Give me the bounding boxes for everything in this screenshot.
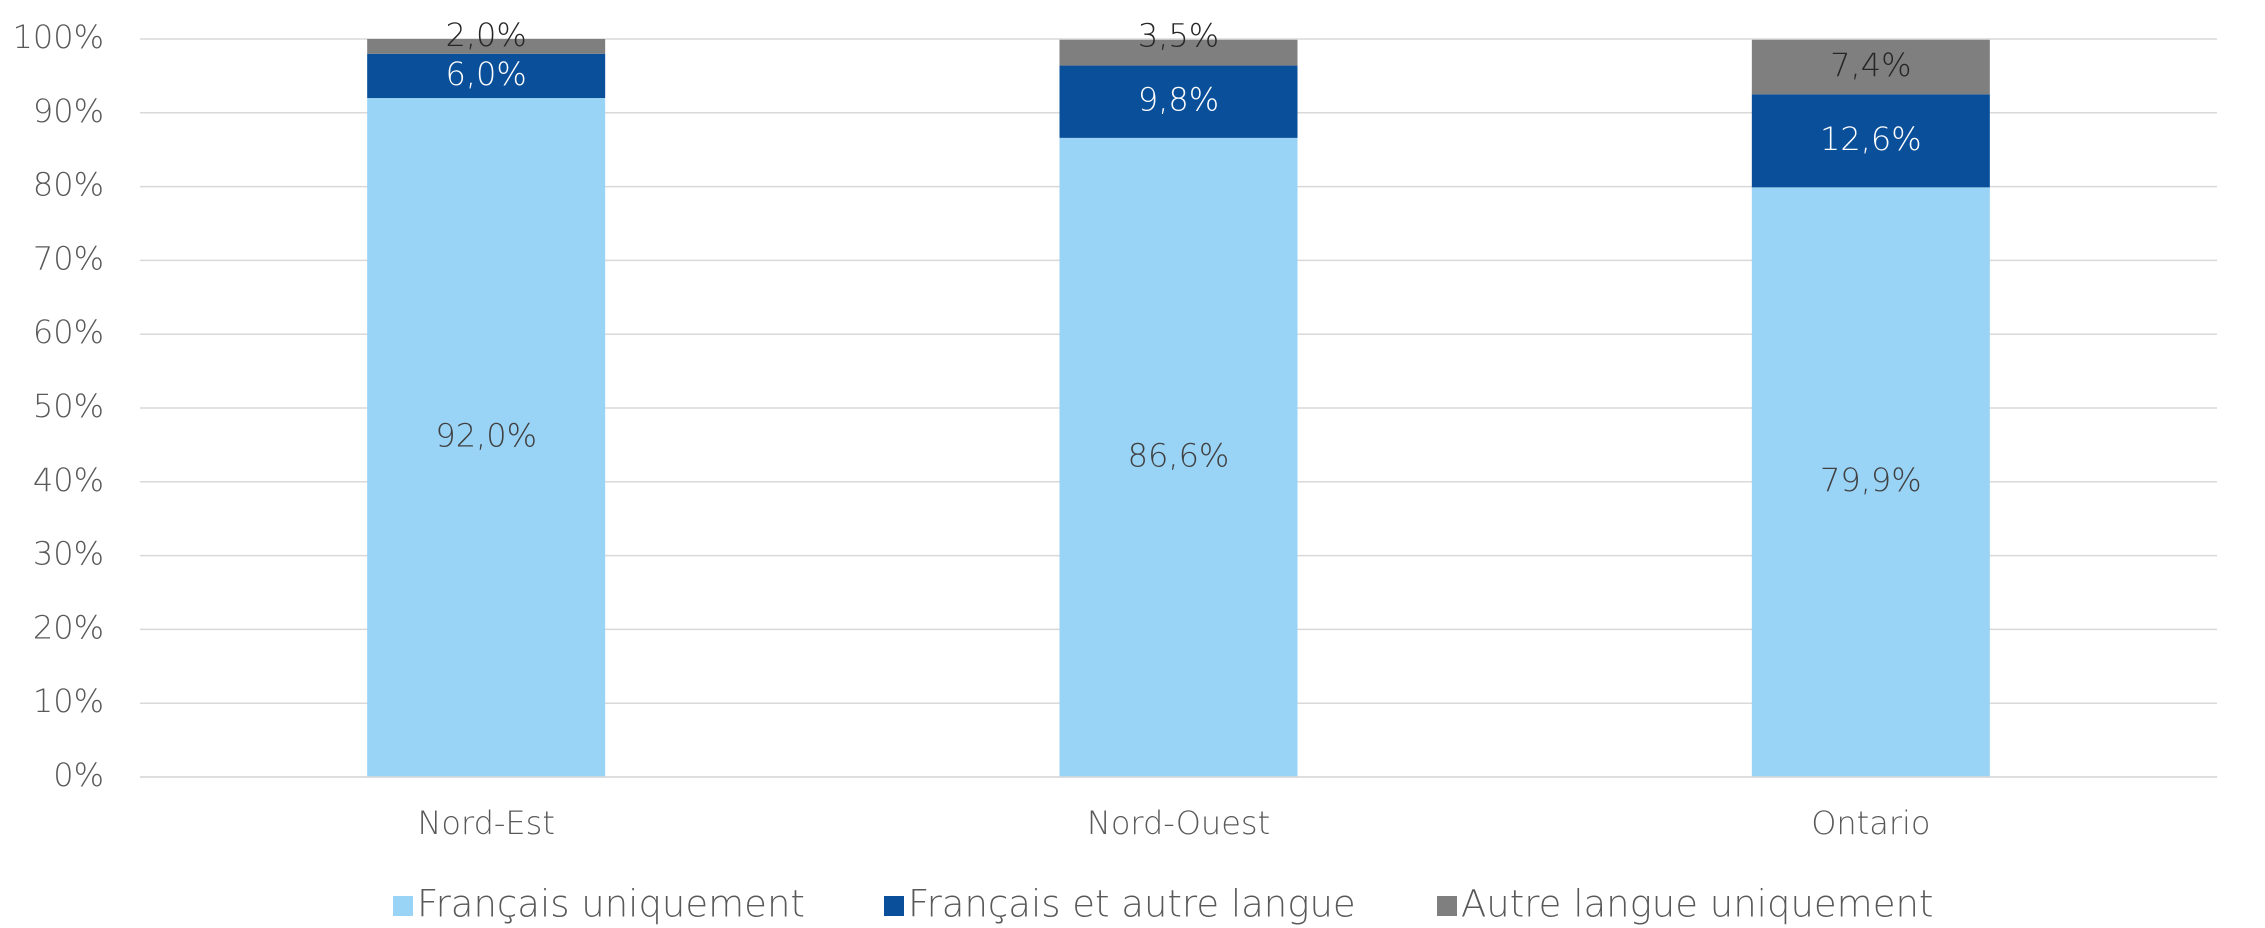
data-label: 12,6% (1820, 120, 1922, 158)
legend-swatch (1437, 896, 1457, 916)
x-tick-label: Nord-Est (417, 804, 554, 842)
data-label: 7,4% (1830, 46, 1911, 84)
bar-segment (1751, 39, 1990, 95)
data-label: 92,0% (435, 417, 537, 455)
legend-label: Autre langue uniquement (1461, 883, 1933, 926)
bar-segment (367, 39, 606, 54)
y-tick-label: 40% (33, 461, 104, 499)
x-tick-label: Nord-Ouest (1087, 804, 1270, 842)
y-tick-label: 60% (33, 313, 104, 351)
data-label: 3,5% (1138, 17, 1219, 55)
legend-swatch (884, 896, 904, 916)
data-label: 86,6% (1128, 436, 1230, 474)
y-tick-label: 30% (33, 535, 104, 573)
legend-label: Français uniquement (417, 883, 805, 926)
data-label: 6,0% (446, 55, 527, 93)
bar-segment (1751, 187, 1990, 777)
y-tick-label: 0% (53, 756, 104, 794)
y-tick-label: 20% (33, 608, 104, 646)
y-tick-label: 100% (13, 18, 104, 56)
y-tick-label: 50% (33, 387, 104, 425)
data-label: 2,0% (446, 16, 527, 54)
legend-label: Français et autre langue (908, 883, 1356, 926)
bar-segment (1059, 39, 1298, 66)
bar-segment (1059, 137, 1298, 778)
data-label: 79,9% (1820, 461, 1922, 499)
bar-segment (1751, 94, 1990, 188)
bar-segment (367, 98, 606, 778)
y-tick-label: 90% (33, 92, 104, 130)
y-tick-label: 70% (33, 239, 104, 277)
bar-segment (367, 53, 606, 99)
legend-swatch (393, 896, 413, 916)
y-tick-label: 10% (33, 682, 104, 720)
y-tick-label: 80% (33, 166, 104, 204)
data-label: 9,8% (1138, 81, 1219, 119)
x-tick-label: Ontario (1811, 804, 1930, 842)
bar-segment (1059, 65, 1298, 138)
